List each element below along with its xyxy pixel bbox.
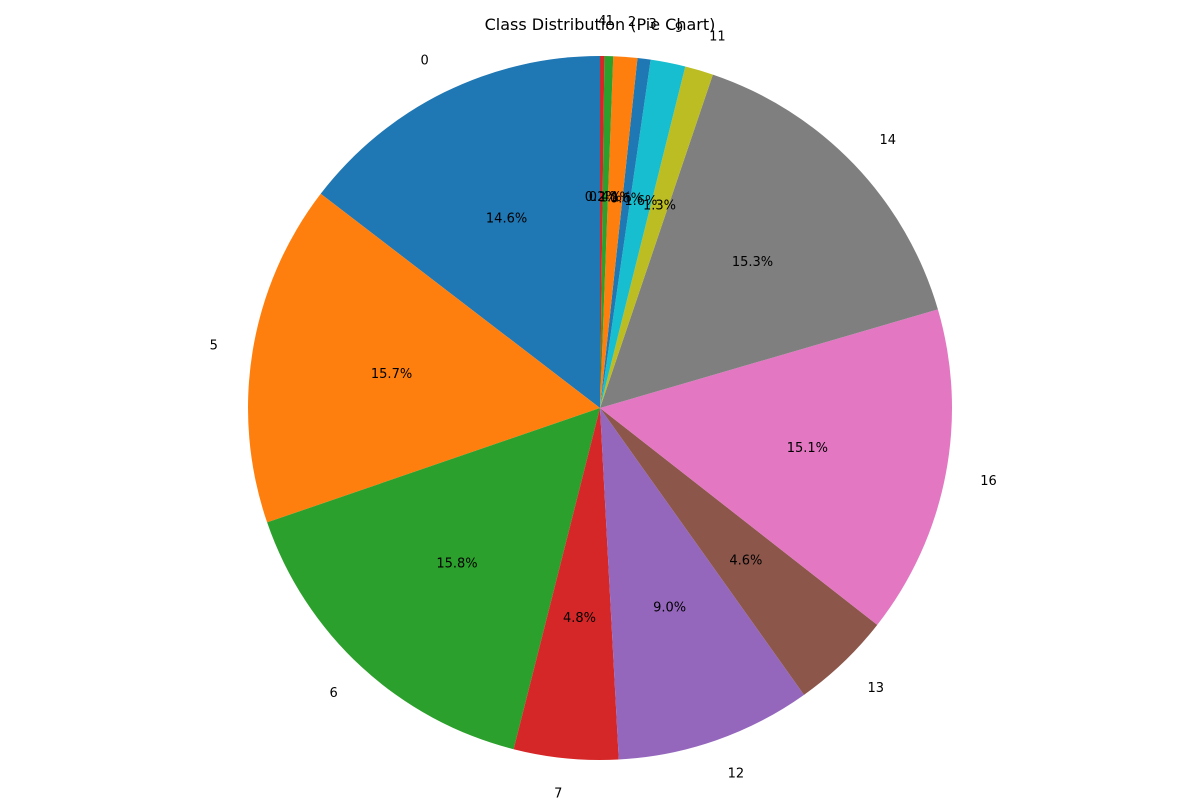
category-label-9: 9 — [675, 21, 683, 36]
percentage-label-13: 4.6% — [729, 554, 762, 569]
percentage-labels: 14.6% 15.7% 15.8% 4.8% 9.0% 4.6% 15.1% 15.3% 1.3… — [371, 190, 828, 626]
category-label-14: 14 — [880, 133, 897, 148]
category-label-12: 12 — [728, 767, 745, 782]
pie-slice-3 — [600, 58, 651, 408]
percentage-label-2: 1.1% — [599, 190, 632, 205]
percentage-label-0: 14.6% — [486, 212, 527, 227]
percentage-label-5: 15.7% — [371, 367, 412, 382]
category-label-13: 13 — [867, 681, 884, 696]
chart-title: Class Distribution (Pie Chart) — [485, 15, 716, 34]
percentage-label-7: 4.8% — [563, 611, 596, 626]
pie-slice-13 — [600, 408, 878, 695]
category-label-3: 3 — [648, 17, 656, 32]
percentage-label-9: 1.6% — [624, 194, 657, 209]
category-label-5: 5 — [210, 339, 218, 354]
percentage-label-3: 0.6% — [610, 191, 643, 206]
pie-slice-5 — [247, 193, 600, 523]
category-label-7: 7 — [554, 786, 562, 800]
pie-slice-11 — [600, 66, 713, 409]
pie-slice-7 — [513, 408, 619, 761]
category-label-4: 4 — [598, 14, 606, 29]
pie-slice-1 — [600, 56, 614, 408]
percentage-label-14: 15.3% — [732, 255, 773, 270]
category-label-16: 16 — [980, 474, 997, 489]
category-label-11: 11 — [709, 29, 726, 44]
pie-slice-9 — [600, 59, 686, 408]
pie-slice-4 — [600, 56, 605, 408]
category-label-0: 0 — [420, 54, 428, 69]
pie-slice-2 — [600, 56, 638, 409]
pie-slice-12 — [600, 408, 805, 760]
pie-slice-14 — [600, 74, 938, 409]
pie-slice-0 — [320, 56, 600, 408]
percentage-label-12: 9.0% — [653, 600, 686, 615]
category-label-2: 2 — [628, 15, 636, 30]
percentage-label-4: 0.2% — [585, 190, 618, 205]
pie-slice-16 — [600, 309, 953, 625]
pie-slice-6 — [267, 408, 600, 750]
category-label-1: 1 — [606, 14, 614, 29]
percentage-label-11: 1.3% — [643, 198, 676, 213]
percentage-label-16: 15.1% — [787, 441, 828, 456]
category-label-6: 6 — [330, 686, 338, 701]
percentage-label-1: 0.4% — [589, 190, 622, 205]
percentage-label-6: 15.8% — [436, 556, 477, 571]
pie-slices — [247, 56, 953, 761]
